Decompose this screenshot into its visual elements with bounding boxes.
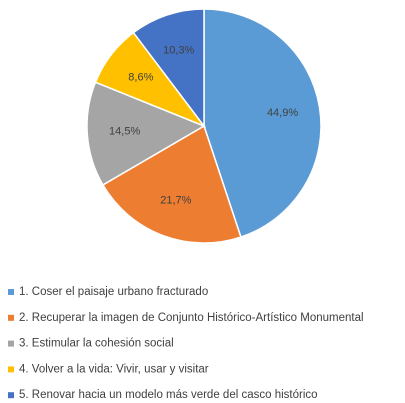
legend-marker: [8, 289, 14, 295]
data-label: 44,9%: [267, 107, 298, 119]
data-label: 21,7%: [160, 194, 191, 206]
legend-label: 5. Renovar hacia un modelo más verde del…: [19, 389, 318, 401]
legend-label: 1. Coser el paisaje urbano fracturado: [19, 286, 208, 298]
pie-slice: [86, 81, 206, 186]
legend-marker: [8, 314, 14, 321]
legend-label: 3. Estimular la cohesión social: [19, 338, 174, 350]
data-label: 14,5%: [109, 126, 140, 138]
pie-slice: [132, 8, 205, 129]
pie-slice: [203, 8, 322, 238]
legend-label: 4. Volver a la vida: Vivir, usar y visit…: [19, 363, 209, 375]
legend-marker: [8, 366, 14, 373]
legend-label: 2. Recuperar la imagen de Conjunto Histó…: [19, 312, 364, 324]
data-label: 8,6%: [128, 72, 153, 84]
legend-marker: [8, 340, 14, 347]
pie-slice: [101, 124, 242, 244]
data-label: 10,3%: [163, 44, 194, 56]
legend-marker: [8, 392, 14, 399]
